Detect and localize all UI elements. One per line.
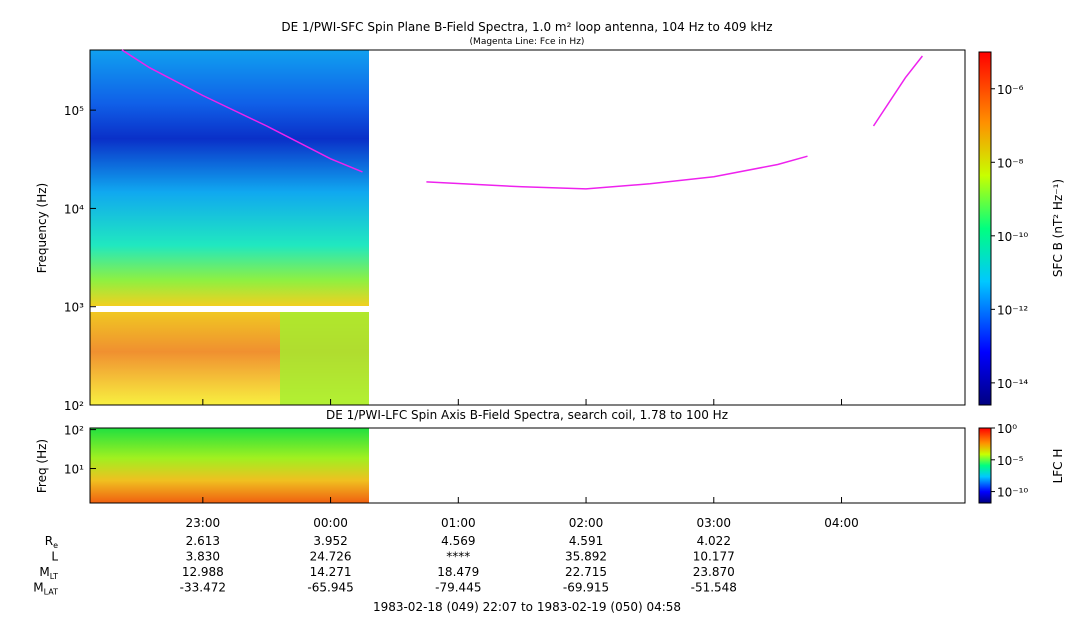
plot-frame xyxy=(89,49,966,406)
colorbar-tick-label: 10⁻⁵ xyxy=(997,454,1024,468)
ephemeris-value: -69.915 xyxy=(563,581,609,595)
x-tick-label: 23:00 xyxy=(186,516,221,530)
ephemeris-label-sub: LAT xyxy=(44,588,58,597)
ephemeris-value: 24.726 xyxy=(310,550,352,564)
y-tick-label: 10² xyxy=(64,399,84,413)
x-tick-label: 04:00 xyxy=(824,516,859,530)
ephemeris-value: -79.445 xyxy=(435,581,481,595)
ephemeris-value: 14.271 xyxy=(310,565,352,579)
colorbar xyxy=(978,427,992,504)
chart-subtitle: (Magenta Line: Fce in Hz) xyxy=(470,37,585,47)
ephemeris-value: 18.479 xyxy=(437,565,479,579)
x-tick-label: 02:00 xyxy=(569,516,604,530)
ephemeris-label: MLT xyxy=(39,565,58,581)
ephemeris-value: 3.952 xyxy=(313,534,347,548)
colorbar-label: LFC H xyxy=(1051,449,1065,484)
chart-title: DE 1/PWI-SFC Spin Plane B-Field Spectra,… xyxy=(281,20,772,34)
ephemeris-value: 4.569 xyxy=(441,534,475,548)
ephemeris-value: 2.613 xyxy=(186,534,220,548)
ephemeris-value: -33.472 xyxy=(180,581,226,595)
ephemeris-value: 4.022 xyxy=(697,534,731,548)
colorbar-tick-label: 10⁻⁸ xyxy=(997,156,1024,170)
footer: 1983-02-18 (049) 22:07 to 1983-02-19 (05… xyxy=(373,600,681,614)
colorbar-tick-label: 10⁻¹⁴ xyxy=(997,377,1028,391)
ephemeris-value: 35.892 xyxy=(565,550,607,564)
x-tick-label: 03:00 xyxy=(696,516,731,530)
ephemeris-label-sub: LT xyxy=(50,572,58,581)
x-tick-label: 01:00 xyxy=(441,516,476,530)
colorbar-label: SFC B (nT² Hz⁻¹) xyxy=(1051,179,1065,277)
y-tick-label: 10¹ xyxy=(64,463,84,477)
spectrogram-image xyxy=(90,50,369,503)
plot-frame xyxy=(89,427,966,504)
ephemeris-label-main: L xyxy=(51,550,58,564)
ephemeris-label: Re xyxy=(45,534,58,550)
y-tick-label: 10² xyxy=(64,424,84,438)
ephemeris-value: -51.548 xyxy=(691,581,737,595)
ephemeris-value: 3.830 xyxy=(186,550,220,564)
ephemeris-value: 23.870 xyxy=(693,565,735,579)
ephemeris-value: 10.177 xyxy=(693,550,735,564)
ephemeris-value: 22.715 xyxy=(565,565,607,579)
fce-line xyxy=(121,49,923,190)
ephemeris-label-sub: e xyxy=(53,541,58,550)
ephemeris-value: **** xyxy=(446,550,470,564)
chart-title: DE 1/PWI-LFC Spin Axis B-Field Spectra, … xyxy=(326,408,728,422)
y-axis-label: Freq (Hz) xyxy=(35,439,49,493)
y-axis-label: Frequency (Hz) xyxy=(35,183,49,274)
y-tick-label: 10⁵ xyxy=(64,104,84,118)
ephemeris-label: L xyxy=(51,550,58,564)
ephemeris-value: -65.945 xyxy=(307,581,353,595)
colorbar xyxy=(978,51,992,406)
x-tick-label: 00:00 xyxy=(313,516,348,530)
y-tick-label: 10³ xyxy=(64,301,84,315)
ephemeris-label: MLAT xyxy=(33,581,58,597)
ephemeris-label-main: M xyxy=(33,581,43,595)
colorbar-tick-label: 10⁻¹⁰ xyxy=(997,230,1028,244)
colorbar-tick-label: 10⁰ xyxy=(997,422,1017,436)
ephemeris-value: 4.591 xyxy=(569,534,603,548)
ephemeris-label-main: M xyxy=(39,565,49,579)
ephemeris-label-main: R xyxy=(45,534,53,548)
colorbar-tick-label: 10⁻⁶ xyxy=(997,83,1024,97)
ephemeris-value: 12.988 xyxy=(182,565,224,579)
y-tick-label: 10⁴ xyxy=(64,202,84,216)
colorbar-tick-label: 10⁻¹² xyxy=(997,303,1028,317)
colorbar-tick-label: 10⁻¹⁰ xyxy=(997,486,1028,500)
